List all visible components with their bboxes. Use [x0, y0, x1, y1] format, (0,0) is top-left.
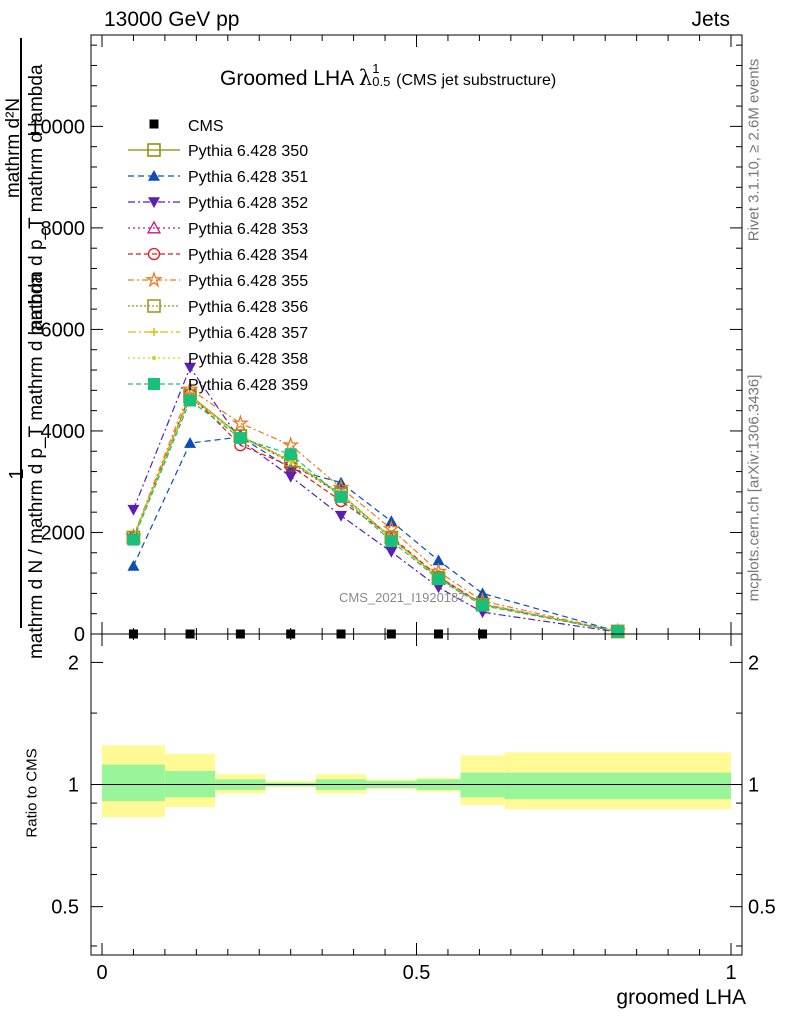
series-point	[234, 432, 247, 445]
analysis-watermark: CMS_2021_I1920187	[339, 590, 466, 605]
mcplots-label: mcplots.cern.ch [arXiv:1306.3436]	[745, 374, 763, 602]
legend-marker	[148, 197, 160, 208]
series-point	[284, 471, 297, 483]
ratio-ylabel: Ratio to CMS	[23, 748, 41, 838]
series-point	[231, 414, 249, 431]
legend-marker	[148, 170, 160, 181]
ylabel-fraction-bar	[20, 38, 22, 628]
main-series	[124, 362, 627, 639]
ylabel-denominator: mathrm d N / mathrm d p_T mathrm d lambd…	[26, 272, 47, 660]
ratio-ytick-label-right: 1	[748, 775, 759, 797]
legend-label: Pythia 6.428 358	[188, 351, 308, 368]
series-line-5	[132, 393, 618, 633]
series-point	[184, 362, 197, 374]
series-point	[282, 436, 300, 453]
legend-marker	[148, 378, 160, 390]
ratio-ytick-label-right: 0.5	[748, 897, 776, 919]
legend-marker	[147, 247, 161, 261]
energy-label: 13000 GeV pp	[104, 8, 240, 31]
x-tick-label: 1	[725, 962, 736, 984]
jets-label: Jets	[691, 8, 730, 31]
series-point	[432, 554, 445, 566]
series-point	[284, 448, 297, 461]
x-tick-label: 0.5	[403, 962, 431, 984]
ratio-inner-band	[504, 772, 731, 800]
title-note: (CMS jet substructure)	[396, 72, 557, 89]
series-point	[127, 533, 140, 546]
series-point	[432, 573, 445, 586]
main-ytick-label: 10000	[29, 116, 85, 138]
main-legend: CMS Pythia 6.428 350 Pythia 6.428 351 Pythi…	[128, 118, 308, 394]
series-point	[184, 437, 197, 448]
series-point	[332, 478, 350, 496]
x-tick-label: 0	[96, 962, 107, 984]
ratio-ytick-label-right: 2	[748, 652, 759, 674]
series-point	[335, 510, 348, 522]
title-sup: 1	[372, 61, 380, 77]
legend-label: Pythia 6.428 355	[188, 273, 308, 290]
series-point	[127, 559, 140, 571]
legend-marker	[152, 356, 156, 360]
legend-label: Pythia 6.428 350	[188, 143, 308, 160]
main-ytick-label: 0	[74, 624, 85, 646]
main-ytick-label: 4000	[41, 421, 86, 443]
title-text: Groomed LHA	[220, 67, 354, 90]
legend-label: Pythia 6.428 351	[188, 169, 308, 186]
series-line-2	[132, 436, 618, 633]
series-point	[385, 535, 398, 548]
series-point	[184, 394, 197, 407]
legend-marker-cms	[149, 119, 159, 129]
series-point	[335, 490, 348, 503]
series-point	[385, 546, 398, 558]
main-ytick-label: 8000	[41, 218, 86, 240]
title-lambda: λ	[358, 66, 373, 90]
series-point	[181, 380, 199, 397]
legend-label: Pythia 6.428 359	[188, 377, 308, 394]
main-ytick-label: 2000	[41, 522, 86, 544]
series-line-3	[132, 366, 618, 633]
legend-label: Pythia 6.428 354	[188, 247, 308, 264]
legend-marker	[147, 299, 161, 313]
legend-label-cms: CMS	[188, 118, 224, 135]
series-point	[127, 504, 140, 516]
legend-label: Pythia 6.428 357	[188, 325, 308, 342]
legend-label: Pythia 6.428 356	[188, 299, 308, 316]
legend-label: Pythia 6.428 352	[188, 195, 308, 212]
plot-title: Groomed LHA λ 1 0.5 (CMS jet substructur…	[220, 62, 557, 92]
series-point	[476, 599, 489, 612]
series-point	[432, 582, 445, 594]
main-ytick-label: 6000	[41, 319, 86, 341]
main-bands: 0 2000 4000 6000 8000 10000	[29, 34, 743, 646]
x-axis-title: groomed LHA	[616, 986, 746, 1009]
ratio-inner-band	[102, 764, 165, 802]
ratio-ytick-label: 2	[68, 652, 79, 674]
ratio-panel: 0.5 0.5 1 1 2 2 0 0.5 1	[51, 633, 776, 984]
rivet-label: Rivet 3.1.10, ≥ 2.6M events	[745, 58, 763, 242]
title-sub: 0.5	[372, 74, 391, 90]
series-line-9	[132, 394, 618, 633]
legend-label: Pythia 6.428 353	[188, 221, 308, 238]
ratio-ytick-label: 0.5	[51, 897, 79, 919]
ratio-ytick-label: 1	[68, 775, 79, 797]
legend-marker	[145, 270, 163, 288]
legend-marker	[147, 143, 161, 157]
series-point	[611, 625, 624, 638]
legend-marker	[146, 220, 162, 234]
